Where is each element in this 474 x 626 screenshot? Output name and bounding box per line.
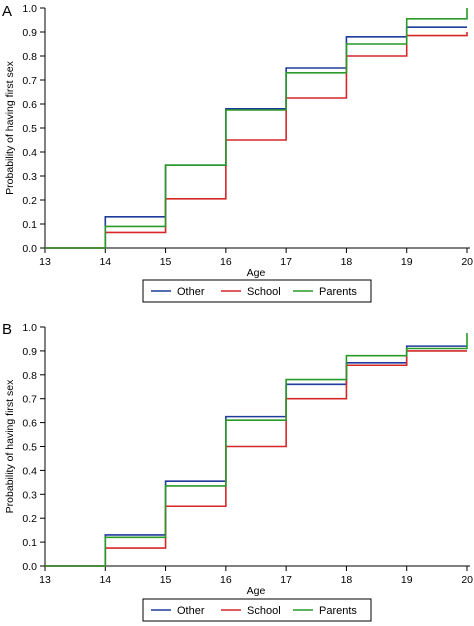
x-tick-label: 17 [280, 256, 292, 268]
x-tick-label: 20 [461, 256, 473, 268]
x-tick-label: 14 [99, 256, 111, 268]
y-tick-label: 0.8 [22, 370, 37, 382]
y-tick-label: 1.0 [22, 322, 37, 334]
series-line-parents [45, 8, 468, 249]
series-line-other [45, 26, 467, 249]
legend-label-parents: Parents [319, 605, 357, 617]
y-tick-label: 0.4 [22, 465, 37, 477]
chart-panel-b: B 0.0 0.1 0.2 0.3 0.4 0.5 0.6 0.7 0.8 0.9 1.0 13 14 15… [2, 321, 473, 622]
y-tick-label: 0.0 [22, 243, 37, 255]
y-tick-label: 0.3 [22, 489, 37, 501]
y-tick-label: 0.1 [22, 219, 37, 231]
y-tick-label: 0.9 [22, 27, 37, 39]
y-tick-label: 0.7 [22, 75, 37, 87]
y-tick-label: 0.9 [22, 346, 37, 358]
y-tick-label: 0.6 [22, 99, 37, 111]
x-axis-title: Age [247, 267, 266, 279]
chart-panel-a: A 0.0 0.1 0.2 0.3 0.4 0.5 0.6 0.7 0.8 0.9 1.0 13 14 15… [2, 3, 473, 303]
y-tick-label: 0.5 [22, 123, 37, 135]
panel-label: B [2, 321, 12, 338]
y-tick-label: 0.5 [22, 442, 37, 454]
x-tick-label: 19 [401, 574, 413, 586]
legend: Other School Parents [142, 279, 372, 303]
y-tick-label: 0.2 [22, 195, 37, 207]
x-tick-label: 15 [160, 574, 172, 586]
y-tick-label: 1.0 [22, 3, 37, 15]
panel-label: A [2, 3, 12, 20]
legend-label-school: School [247, 286, 281, 298]
x-tick-label: 16 [220, 574, 232, 586]
x-tick-label: 17 [280, 574, 292, 586]
y-tick-label: 0.6 [22, 418, 37, 430]
y-tick-label: 0.2 [22, 513, 37, 525]
y-tick-label: 0.7 [22, 394, 37, 406]
series-line-school [45, 350, 467, 567]
y-axis-title: Probability of having first sex [4, 60, 16, 194]
y-axis-title: Probability of having first sex [4, 379, 16, 513]
x-tick-label: 14 [99, 574, 111, 586]
legend-label-school: School [247, 605, 281, 617]
legend: Other School Parents [142, 598, 372, 622]
legend-label-other: Other [177, 286, 205, 298]
x-tick-label: 19 [401, 256, 413, 268]
legend-box [142, 598, 372, 622]
y-tick-label: 0.8 [22, 51, 37, 63]
y-tick-label: 0.3 [22, 171, 37, 183]
x-tick-label: 18 [341, 574, 353, 586]
x-tick-label: 18 [341, 256, 353, 268]
series-line-parents [45, 332, 468, 567]
x-tick-label: 15 [160, 256, 172, 268]
x-axis-title: Age [247, 585, 266, 597]
x-tick-label: 13 [39, 574, 51, 586]
x-tick-label: 20 [461, 574, 473, 586]
x-tick-label: 13 [39, 256, 51, 268]
y-tick-label: 0.0 [22, 561, 37, 573]
y-tick-label: 0.4 [22, 147, 37, 159]
legend-label-other: Other [177, 605, 205, 617]
series-line-other [45, 345, 467, 567]
x-tick-label: 16 [220, 256, 232, 268]
series-line-school [45, 32, 468, 249]
legend-box [142, 279, 372, 303]
y-tick-label: 0.1 [22, 537, 37, 549]
legend-label-parents: Parents [319, 286, 357, 298]
